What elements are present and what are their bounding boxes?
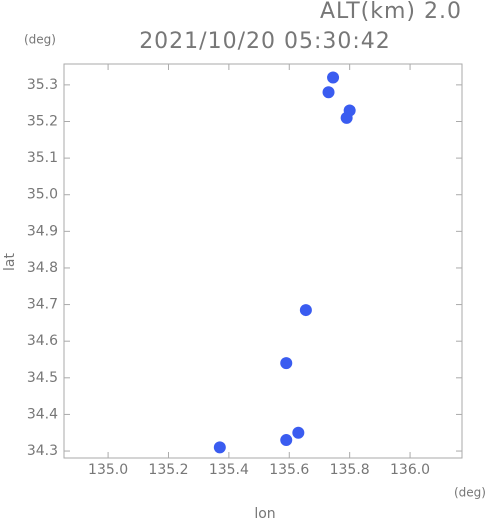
x-tick-label: 135.4 [209,462,249,478]
y-tick-label: 34.9 [27,223,58,239]
y-tick-label: 34.3 [27,443,58,459]
echo-point [299,304,312,317]
y-tick-label: 34.8 [27,260,58,276]
y-unit: (deg) [24,33,56,47]
echo-point [322,86,335,99]
x-tick-label: 135.8 [330,462,370,478]
y-tick-label: 34.6 [27,333,58,349]
y-tick-label: 35.0 [27,187,58,203]
y-axis-label: lat [2,253,18,271]
y-tick-label: 34.5 [27,370,58,386]
echo-point [280,434,293,447]
echo-point [292,426,305,439]
plot-frame [63,63,463,459]
x-tick-label: 135.6 [269,462,309,478]
x-unit: (deg) [454,486,486,500]
echo-point [340,111,353,124]
y-tick-label: 34.4 [27,406,58,422]
x-tick-label: 135.0 [88,462,128,478]
altitude: ALT(km) 2.0 [320,0,462,24]
echo-point [213,441,226,454]
y-tick-label: 35.2 [27,113,58,129]
y-tick-label: 34.7 [27,297,58,313]
y-tick-label: 35.1 [27,150,58,166]
x-axis-label: lon [254,506,275,521]
echo-point [280,357,293,370]
y-tick-label: 35.3 [27,77,58,93]
echo-point [327,71,340,84]
x-tick-label: 135.2 [148,462,188,478]
x-tick-label: 136.0 [390,462,430,478]
chart-title: 2021/10/20 05:30:42 [139,29,391,54]
